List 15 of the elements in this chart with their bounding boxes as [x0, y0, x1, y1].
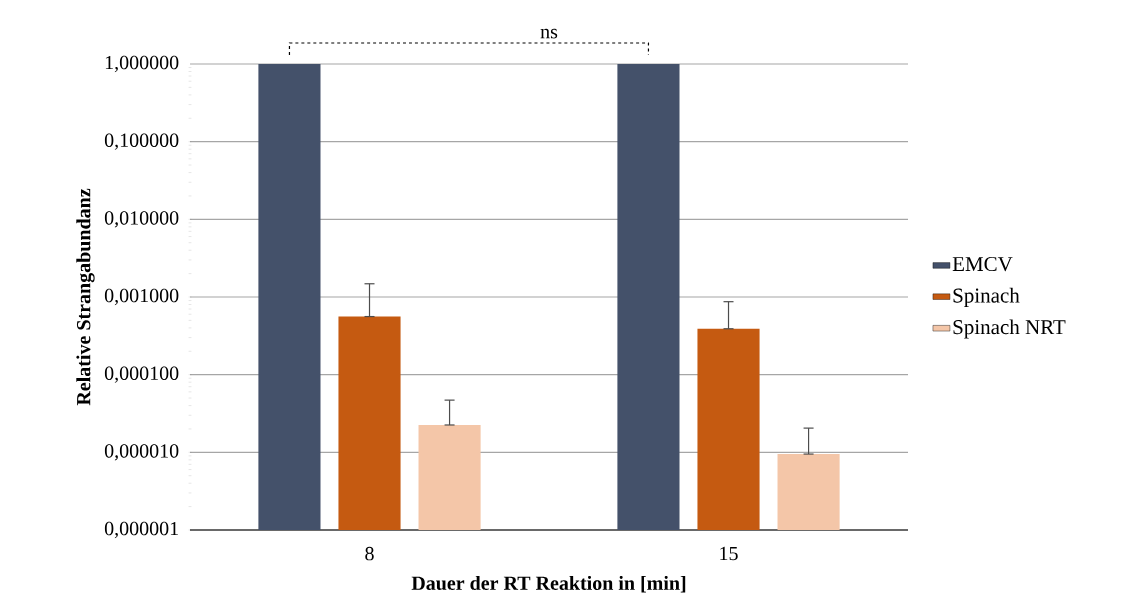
y-tick-label: 0,000001 — [104, 521, 178, 539]
y-axis-title: Relative Strangabundanz — [76, 188, 95, 406]
legend-label: EMCV — [952, 256, 1013, 272]
x-tick-label: 8 — [365, 546, 374, 561]
x-tick-label: 15 — [720, 546, 738, 561]
legend-label: Spinach NRT — [953, 319, 1066, 339]
x-axis-title: Dauer der RT Reaktion in [min] — [411, 575, 686, 593]
y-tick-label: 0,010000 — [104, 211, 179, 228]
y-tick-label: 0,001000 — [104, 288, 179, 306]
y-tick-label: 0,100000 — [104, 133, 179, 150]
y-tick-label: 1,000000 — [105, 55, 179, 73]
y-tick-label: 0,000100 — [104, 366, 179, 383]
y-tick-label: 0,000010 — [104, 444, 179, 461]
legend-label: Spinach — [953, 287, 1020, 307]
text: ns — [540, 28, 558, 39]
